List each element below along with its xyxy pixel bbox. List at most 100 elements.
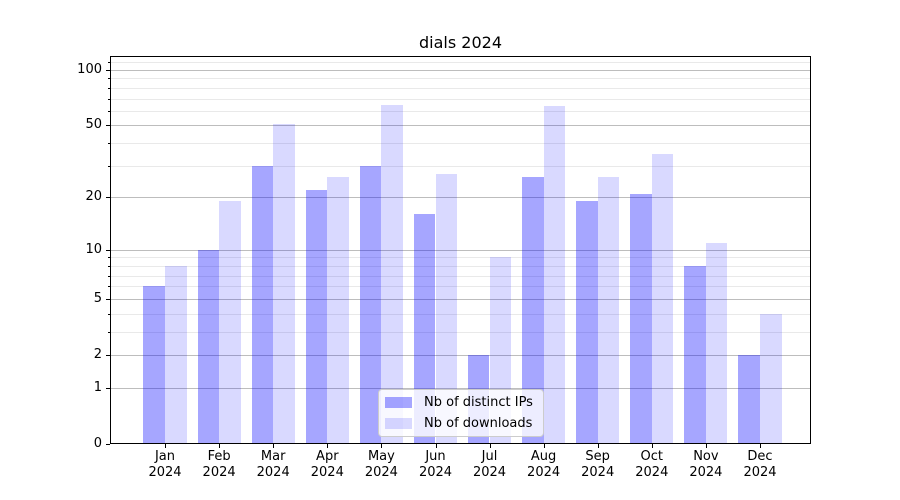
y-tick-label: 2 [93,347,102,362]
y-minor-tick-mark [108,143,110,144]
bar-downloads-feb [219,201,241,444]
gridline-minor [110,331,811,333]
legend-entry-distinct-ips: Nb of distinct IPs [385,394,537,411]
x-tick-mark [705,444,707,448]
x-tick-label: Feb 2024 [202,449,236,480]
y-tick-label: 20 [85,189,102,205]
gridline-major [110,249,811,251]
y-minor-tick-mark [108,165,110,167]
x-tick-label: Oct 2024 [635,449,669,480]
bar-downloads-dec [760,313,782,444]
y-tick-mark [106,355,110,356]
gridline-minor [110,62,811,64]
gridline-minor [110,87,811,89]
legend: Nb of distinct IPs Nb of downloads [378,389,544,437]
x-tick-mark [760,444,761,448]
bar-distinct-ips-may [359,165,382,444]
bar-distinct-ips-dec [738,355,760,444]
y-minor-tick-mark [108,257,110,259]
x-tick-mark [651,444,653,448]
chart-title: dials 2024 [419,33,502,52]
bar-downloads-jan [165,265,187,444]
y-minor-tick-mark [108,78,110,80]
gridline-minor [110,98,811,100]
legend-entry-downloads: Nb of downloads [385,415,537,432]
x-tick-label: Sep 2024 [581,449,615,480]
y-minor-tick-mark [108,87,110,89]
x-tick-label: Nov 2024 [689,449,723,480]
y-tick-mark [106,387,110,389]
gridline-minor [110,110,811,112]
bar-distinct-ips-mar [251,165,274,444]
x-tick-mark [165,444,166,448]
bar-distinct-ips-oct [630,193,652,444]
y-tick-mark [106,70,110,71]
y-minor-tick-mark [108,313,110,315]
x-tick-label: Jun 2024 [418,449,453,480]
bar-downloads-may [381,104,403,444]
gridline-major [110,355,811,356]
gridline-minor [110,257,811,259]
y-tick-label: 1 [93,379,102,395]
x-tick-label: Jan 2024 [148,449,182,480]
x-tick-mark [381,444,383,448]
legend-swatch-downloads [385,418,412,429]
x-tick-label: Aug 2024 [527,449,561,480]
gridline-minor [110,313,811,315]
y-tick-mark [106,249,110,251]
x-tick-mark [435,444,437,448]
y-minor-tick-mark [108,110,110,112]
gridline-major [110,298,811,300]
y-tick-label: 100 [77,62,102,77]
y-minor-tick-mark [108,98,110,100]
plot-area [110,56,811,444]
bar-downloads-aug [543,105,566,444]
y-minor-tick-mark [108,286,110,288]
gridline-major [110,70,811,71]
y-tick-label: 5 [93,290,102,306]
legend-label-distinct-ips: Nb of distinct IPs [424,395,533,410]
bar-distinct-ips-apr [305,189,328,444]
x-tick-mark [489,444,491,448]
y-tick-label: 0 [93,436,102,451]
y-minor-tick-mark [108,275,110,277]
legend-label-downloads: Nb of downloads [424,416,533,431]
y-tick-mark [106,125,110,127]
x-tick-mark [543,444,545,448]
y-minor-tick-mark [108,62,110,64]
bar-distinct-ips-jan [143,286,165,444]
bar-downloads-sep [597,176,620,444]
bar-downloads-jun [435,173,458,444]
legend-swatch-distinct-ips [385,397,412,408]
x-tick-label: May 2024 [364,449,398,480]
gridline-minor [110,275,811,277]
gridline-major [110,387,811,389]
y-tick-label: 50 [85,117,102,133]
bar-distinct-ips-jun [413,214,436,444]
y-tick-mark [106,298,110,300]
x-tick-label: Apr 2024 [310,449,344,480]
bar-distinct-ips-aug [522,176,544,444]
bar-downloads-apr [327,176,349,444]
gridline-minor [110,78,811,80]
bar-downloads-oct [651,153,674,444]
y-tick-label: 10 [85,241,102,257]
x-tick-mark [597,444,599,448]
gridline-major [110,197,811,199]
gridline-minor [110,143,811,144]
bar-downloads-nov [705,242,728,444]
x-tick-label: Jul 2024 [472,449,507,480]
gridline-minor [110,265,811,267]
x-tick-mark [219,444,221,448]
y-tick-mark [106,197,110,199]
x-tick-label: Mar 2024 [256,449,290,480]
y-tick-mark [106,444,110,445]
gridline-minor [110,165,811,167]
x-tick-mark [273,444,275,448]
bar-downloads-mar [273,123,295,444]
gridline-minor [110,286,811,288]
y-minor-tick-mark [108,331,110,333]
bar-distinct-ips-feb [197,249,220,444]
bar-distinct-ips-nov [684,265,706,444]
